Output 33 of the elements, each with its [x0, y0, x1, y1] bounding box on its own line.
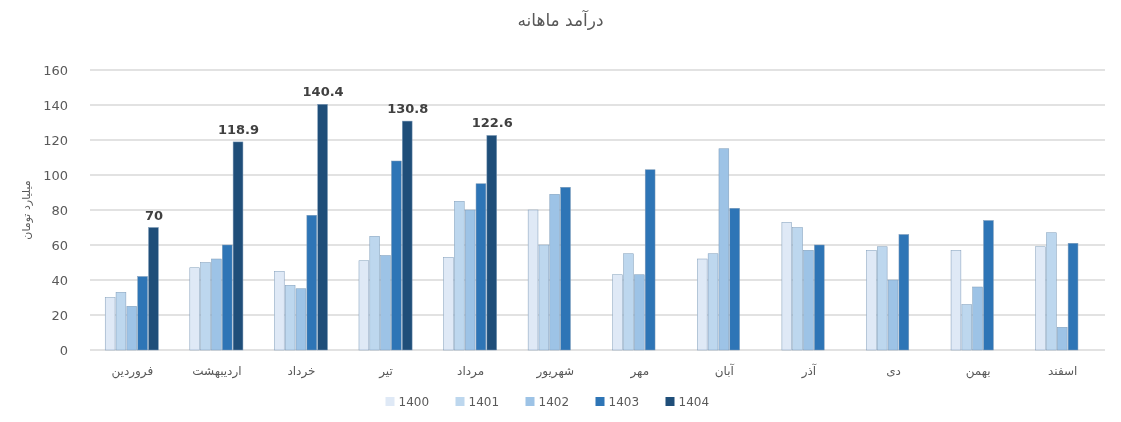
y-tick-label: 100 [43, 168, 68, 183]
x-tick-label: آبان [714, 363, 735, 378]
data-label: 118.9 [217, 121, 260, 137]
x-tick-label: مهر [629, 364, 650, 379]
y-tick-label: 120 [43, 133, 68, 148]
data-label: 122.6 [471, 115, 513, 131]
x-tick-label: اسفند [1048, 364, 1078, 378]
data-label: 140.4 [302, 84, 344, 100]
y-tick-label: 160 [43, 63, 68, 78]
y-tick-label: 40 [51, 273, 68, 288]
y-tick-label: 140 [43, 98, 68, 113]
data-label: 130.8 [387, 101, 429, 117]
y-axis-title: میلیارد تومان [20, 180, 33, 240]
chart-title: درآمد ماهانه [517, 9, 604, 30]
x-tick-label: خرداد [287, 364, 316, 379]
legend-label: 1402 [538, 395, 570, 409]
x-tick-label: مرداد [457, 364, 485, 379]
x-tick-label: تیر [378, 364, 393, 379]
x-tick-label: اردیبهشت [192, 364, 242, 379]
y-tick-label: 20 [51, 308, 68, 323]
x-tick-label: بهمن [965, 364, 991, 379]
x-tick-label: آذر [800, 363, 817, 379]
legend-label: 1404 [678, 395, 710, 409]
x-tick-label: فروردین [111, 364, 154, 379]
x-tick-label: دی [886, 364, 901, 378]
data-label: 70 [144, 207, 163, 223]
y-tick-label: 0 [59, 343, 68, 358]
legend-label: 1400 [398, 395, 430, 409]
x-tick-label: شهریور [535, 364, 574, 379]
y-tick-label: 60 [51, 238, 68, 253]
legend-label: 1401 [468, 395, 500, 409]
legend-label: 1403 [608, 395, 640, 409]
y-tick-label: 80 [51, 203, 68, 218]
